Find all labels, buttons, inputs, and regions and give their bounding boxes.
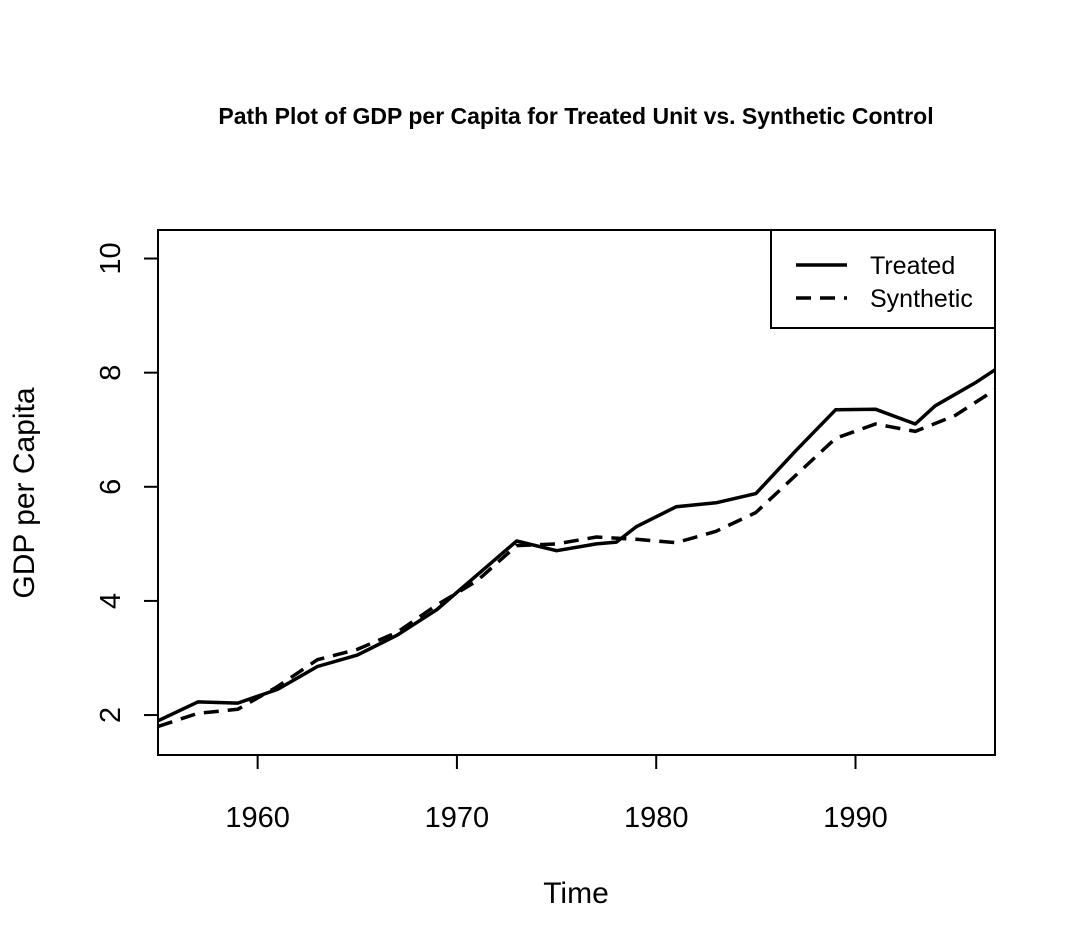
series-line-treated — [158, 368, 995, 723]
y-tick-label: 8 — [95, 365, 127, 381]
x-tick-label: 1980 — [624, 802, 689, 834]
y-axis: 2 4 6 8 10 — [95, 242, 159, 723]
x-tick-label: 1990 — [823, 802, 888, 834]
legend: Treated Synthetic — [770, 229, 996, 329]
y-axis-label: GDP per Capita — [8, 387, 41, 599]
legend-label-treated: Treated — [870, 252, 955, 280]
y-tick-label: 2 — [95, 707, 127, 723]
legend-box — [770, 229, 996, 329]
y-tick-label: 6 — [95, 479, 127, 495]
x-axis: 1960 1970 1980 1990 — [225, 754, 888, 834]
chart-title: Path Plot of GDP per Capita for Treated … — [218, 103, 933, 129]
x-axis-label: Time — [543, 877, 609, 910]
x-tick-label: 1970 — [425, 802, 490, 834]
series-layer — [158, 368, 995, 729]
x-tick-label: 1960 — [225, 802, 290, 834]
y-tick-label: 4 — [95, 593, 127, 609]
y-tick-label: 10 — [95, 242, 127, 274]
legend-label-synthetic: Synthetic — [870, 285, 973, 313]
series-line-synthetic — [158, 388, 995, 729]
